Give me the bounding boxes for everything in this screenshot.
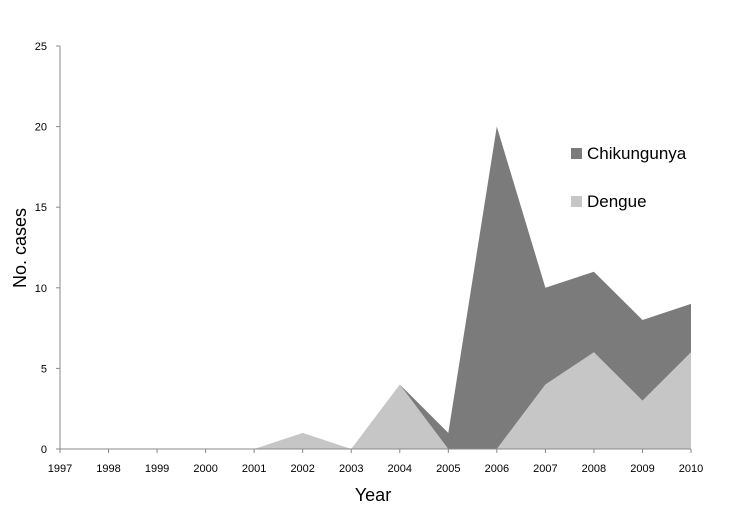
x-tick-label: 2004 <box>388 463 412 475</box>
x-tick-label: 2007 <box>533 463 557 475</box>
x-tick-label: 2002 <box>290 463 314 475</box>
x-axis-ticks: 1997 1998 1999 2000 2001 2002 2003 2004 2005 2006… <box>48 449 703 475</box>
legend: Chikungunya Dengue <box>571 144 687 211</box>
x-tick-label: 1997 <box>48 463 72 475</box>
x-tick-label: 2009 <box>630 463 654 475</box>
chart-areas <box>60 126 691 449</box>
area-chikungunya <box>60 126 691 449</box>
y-tick-label: 15 <box>35 202 47 214</box>
x-tick-label: 1998 <box>96 463 120 475</box>
y-axis-ticks: 0 5 10 15 20 25 <box>35 41 60 456</box>
y-tick-label: 25 <box>35 41 47 53</box>
x-tick-label: 2010 <box>679 463 703 475</box>
y-tick-label: 0 <box>41 444 47 456</box>
legend-label-chikungunya: Chikungunya <box>587 144 687 163</box>
x-tick-label: 2001 <box>242 463 266 475</box>
legend-label-dengue: Dengue <box>587 192 647 211</box>
x-tick-label: 2008 <box>582 463 606 475</box>
y-tick-label: 20 <box>35 122 47 134</box>
x-tick-label: 2005 <box>436 463 460 475</box>
area-dengue <box>60 352 691 449</box>
y-tick-label: 5 <box>41 363 47 375</box>
x-tick-label: 2000 <box>193 463 217 475</box>
y-axis-title: No. cases <box>10 208 30 288</box>
x-tick-label: 2006 <box>485 463 509 475</box>
x-tick-label: 2003 <box>339 463 363 475</box>
x-tick-label: 1999 <box>145 463 169 475</box>
legend-swatch-dengue <box>571 196 582 207</box>
legend-swatch-chikungunya <box>571 148 582 159</box>
x-axis-title: Year <box>355 485 391 505</box>
y-tick-label: 10 <box>35 283 47 295</box>
